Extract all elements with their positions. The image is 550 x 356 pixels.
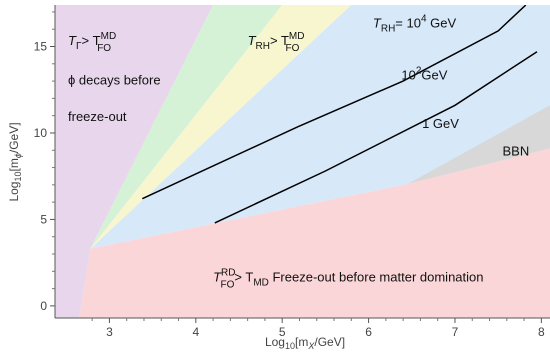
annotation-phi-decays: ϕ decays before [68, 73, 161, 88]
x-tick-label: 4 [192, 325, 199, 339]
y-axis-ticks: 0 5 10 15 [34, 12, 55, 313]
annotation-freeze-out: freeze-out [68, 109, 127, 124]
annotation-bbn: BBN [503, 143, 530, 158]
y-tick-label: 5 [40, 212, 47, 226]
x-tick-label: 6 [365, 325, 372, 339]
annotation-1e2-gev: 102GeV [401, 65, 447, 82]
x-tick-label: 8 [538, 325, 545, 339]
y-tick-label: 15 [34, 40, 48, 54]
y-axis-label: Log10[mϕ/GeV] [7, 122, 23, 201]
annotation-1-gev: 1 GeV [422, 116, 459, 131]
y-tick-label: 0 [40, 299, 47, 313]
x-axis-label: Log10[mX/GeV] [265, 335, 345, 351]
y-tick-label: 10 [34, 126, 48, 140]
x-tick-label: 7 [452, 325, 459, 339]
x-tick-label: 3 [106, 325, 113, 339]
